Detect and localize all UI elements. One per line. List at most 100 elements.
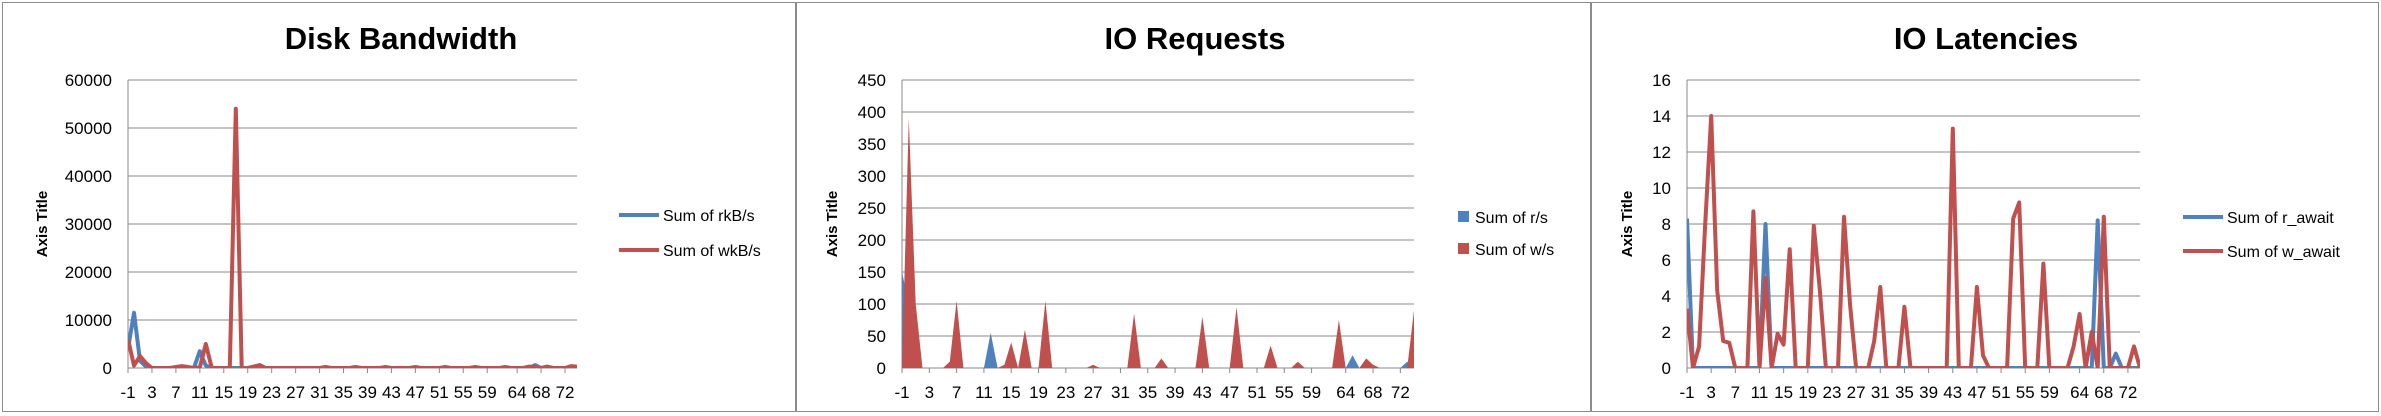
chart-panel-io-latencies: IO Latencies 0 2 4 6 8 10 12 14 16 -1 3 7 11 15 19 23 27 3… — [1591, 2, 2379, 412]
x-tick-label: 31 — [1871, 383, 1890, 402]
x-tick-label: 27 — [1084, 383, 1103, 402]
y-tick-label: 16 — [1652, 71, 1671, 90]
x-tick-label: 11 — [975, 383, 993, 402]
y-tick-label: 30000 — [65, 215, 112, 234]
y-tick-label: 450 — [858, 71, 886, 90]
x-tick-label: 31 — [310, 383, 329, 402]
x-tick-label: 64 — [1336, 383, 1355, 402]
x-tick-label: 47 — [1220, 383, 1239, 402]
chart-panel-disk-bandwidth: Disk Bandwidth 0 10000 20000 30000 40000 50000… — [2, 2, 796, 412]
x-tick-label: 3 — [1706, 383, 1715, 402]
x-tick-label: 68 — [1364, 383, 1383, 402]
x-tick-label: 35 — [1138, 383, 1157, 402]
x-tick-label: 47 — [406, 383, 425, 402]
legend-label: Sum of w/s — [1475, 242, 1554, 259]
legend-swatch — [1458, 211, 1469, 222]
x-tick-label: 15 — [1002, 383, 1021, 402]
y-tick-label: 0 — [877, 359, 886, 378]
y-tick-label: 0 — [103, 359, 112, 378]
y-tick-label: 14 — [1652, 107, 1671, 126]
y-tick-label: 40000 — [65, 167, 112, 186]
y-tick-label: 250 — [858, 199, 886, 218]
y-tick-label: 300 — [858, 167, 886, 186]
x-tick-label: 51 — [1248, 383, 1267, 402]
y-tick-label: 8 — [1662, 215, 1671, 234]
x-tick-label: 39 — [358, 383, 377, 402]
x-tick-label: -1 — [894, 383, 909, 402]
y-tick-label: 0 — [1662, 359, 1671, 378]
y-tick-label: 10000 — [65, 311, 112, 330]
x-tick-label: 59 — [478, 383, 497, 402]
x-tick-label: 35 — [1895, 383, 1914, 402]
x-tick-label: 55 — [1275, 383, 1294, 402]
legend-label: Sum of rkB/s — [663, 208, 755, 225]
legend-swatch — [1458, 243, 1469, 254]
y-tick-label: 10 — [1652, 179, 1671, 198]
x-tick-label: 3 — [925, 383, 934, 402]
x-tick-label: 64 — [508, 383, 527, 402]
chart-title: Disk Bandwidth — [285, 21, 518, 56]
y-tick-label: 100 — [858, 295, 886, 314]
y-tick-label: 50 — [867, 327, 886, 346]
chart-title: IO Latencies — [1894, 21, 2078, 56]
x-tick-label: 51 — [1992, 383, 2011, 402]
x-tick-label: 55 — [454, 383, 473, 402]
y-tick-label: 60000 — [65, 71, 112, 90]
series-line-1 — [128, 310, 577, 368]
y-tick-label: 2 — [1662, 323, 1671, 342]
y-tick-label: 6 — [1662, 251, 1671, 270]
x-tick-label: 11 — [1751, 383, 1769, 402]
y-tick-label: 20000 — [65, 263, 112, 282]
chart-svg-disk-bandwidth: Disk Bandwidth 0 10000 20000 30000 40000 50000… — [34, 21, 761, 402]
x-tick-label: 72 — [2118, 383, 2137, 402]
legend-label: Sum of w_await — [2227, 244, 2340, 261]
x-tick-label: 7 — [171, 383, 180, 402]
x-tick-label: 19 — [1029, 383, 1048, 402]
x-tick-label: 11 — [191, 383, 209, 402]
x-tick-label: 23 — [1822, 383, 1841, 402]
y-tick-label: 350 — [858, 135, 886, 154]
y-tick-label: 150 — [858, 263, 886, 282]
x-tick-label: 68 — [532, 383, 551, 402]
x-tick-label: 7 — [952, 383, 961, 402]
x-tick-label: 39 — [1166, 383, 1185, 402]
x-tick-label: -1 — [1679, 383, 1694, 402]
x-tick-label: 64 — [2070, 383, 2089, 402]
x-tick-label: 51 — [430, 383, 449, 402]
chart-title: IO Requests — [1105, 21, 1286, 56]
y-tick-label: 50000 — [65, 119, 112, 138]
y-tick-label: 200 — [858, 231, 886, 250]
legend-label: Sum of r_await — [2227, 210, 2334, 227]
x-tick-label: 59 — [1302, 383, 1321, 402]
x-tick-label: 23 — [1056, 383, 1075, 402]
x-tick-label: -1 — [120, 383, 135, 402]
x-tick-label: 43 — [382, 383, 401, 402]
x-tick-label: 23 — [262, 383, 281, 402]
x-tick-label: 15 — [214, 383, 233, 402]
legend-label: Sum of r/s — [1475, 210, 1548, 227]
chart-svg-io-requests: IO Requests 0 50 100 150 200 250 300 350 400 450 -1… — [824, 21, 1554, 402]
x-tick-label: 68 — [2094, 383, 2113, 402]
y-tick-label: 12 — [1652, 143, 1671, 162]
x-tick-label: 31 — [1111, 383, 1130, 402]
y-axis-title: Axis Title — [34, 191, 51, 257]
x-tick-label: 43 — [1943, 383, 1962, 402]
series-line-2 — [128, 106, 577, 368]
x-tick-label: 19 — [238, 383, 257, 402]
x-tick-label: 59 — [2040, 383, 2059, 402]
legend-label: Sum of wkB/s — [663, 243, 761, 260]
x-tick-label: 7 — [1731, 383, 1740, 402]
x-tick-label: 72 — [556, 383, 575, 402]
x-tick-label: 19 — [1798, 383, 1817, 402]
x-tick-label: 27 — [1847, 383, 1866, 402]
x-tick-label: 39 — [1919, 383, 1938, 402]
x-tick-label: 35 — [334, 383, 353, 402]
y-axis-title: Axis Title — [824, 191, 841, 257]
x-tick-label: 43 — [1193, 383, 1212, 402]
chart-panel-io-requests: IO Requests 0 50 100 150 200 250 300 350 400 450 -1… — [796, 2, 1591, 412]
y-tick-label: 400 — [858, 103, 886, 122]
series-area-2 — [902, 118, 1414, 368]
x-tick-label: 3 — [147, 383, 156, 402]
x-tick-label: 72 — [1391, 383, 1410, 402]
